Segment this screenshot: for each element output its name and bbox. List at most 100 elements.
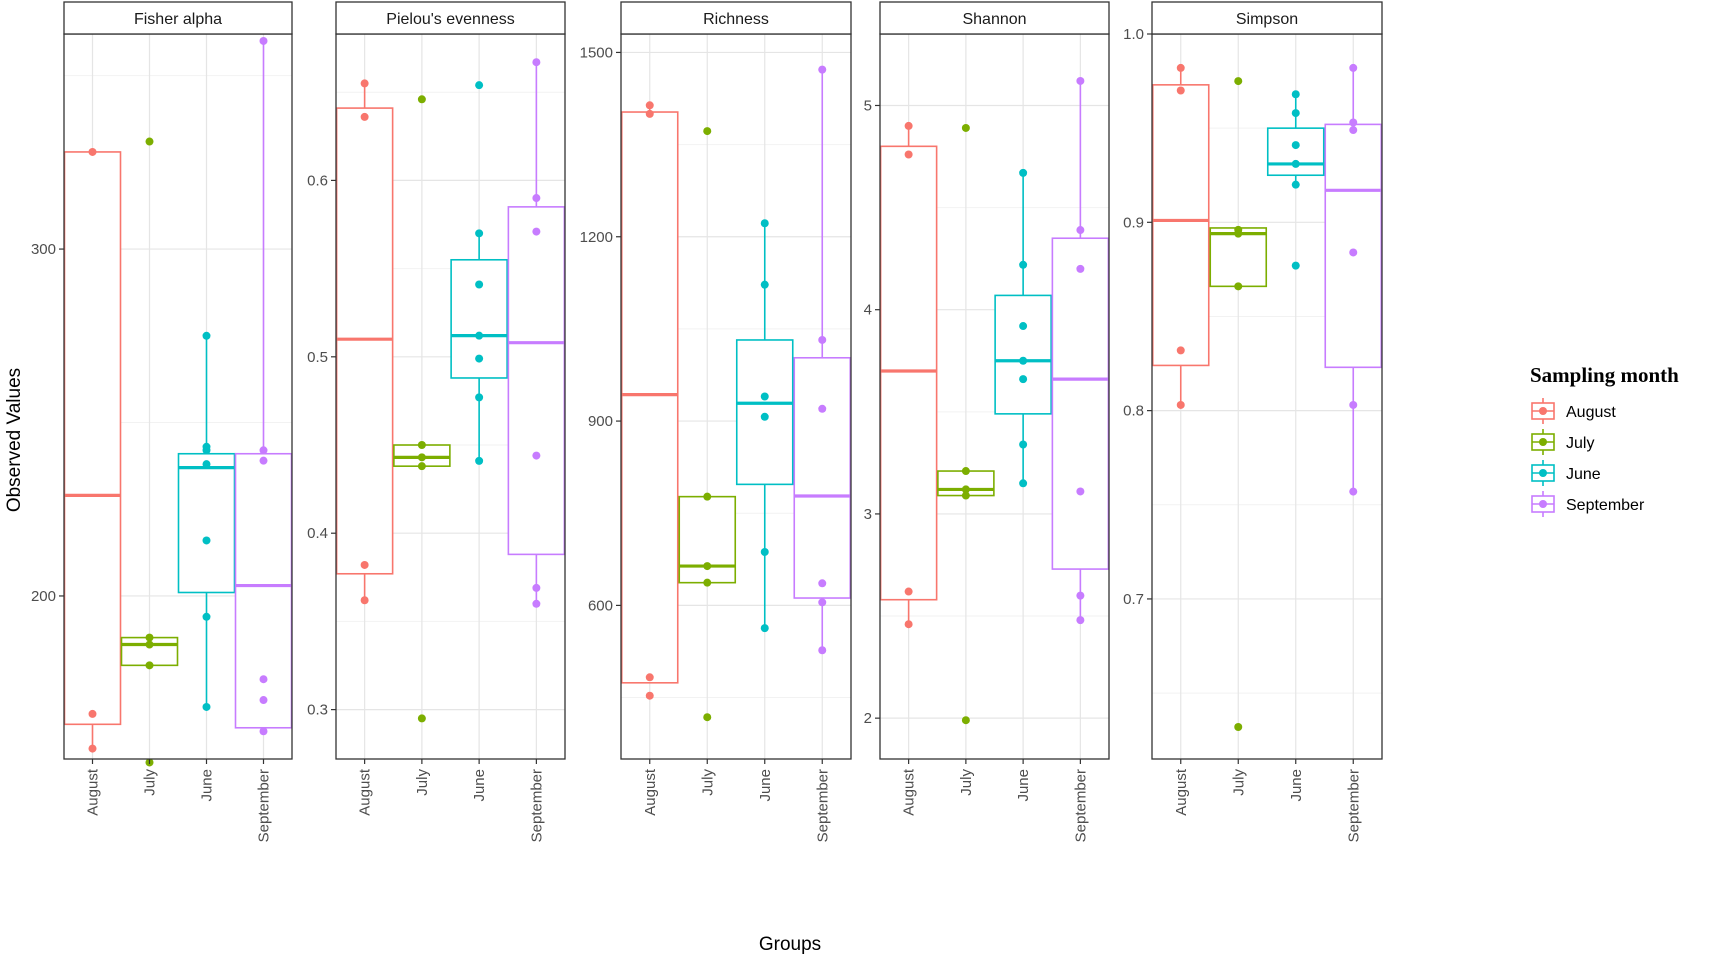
- y-tick-label: 1.0: [1123, 26, 1144, 43]
- data-point: [1019, 479, 1028, 488]
- data-point: [532, 583, 541, 592]
- data-point: [475, 81, 484, 90]
- data-point: [532, 451, 541, 460]
- legend-entry-august: August: [1531, 398, 1616, 424]
- y-tick-label: 3: [864, 506, 872, 523]
- data-point: [259, 696, 268, 705]
- data-point: [645, 101, 654, 110]
- box-july: [393, 95, 451, 723]
- box-body: [507, 206, 566, 556]
- data-point: [259, 727, 268, 736]
- y-tick-label: 0.8: [1123, 403, 1144, 420]
- data-point: [1234, 77, 1243, 86]
- x-tick-label-june: June: [757, 769, 774, 802]
- data-point: [1349, 63, 1358, 72]
- legend: Sampling month August July June September: [1530, 363, 1679, 517]
- data-point: [145, 633, 154, 642]
- data-point: [202, 442, 211, 451]
- legend-keys: August July June September: [1531, 398, 1645, 517]
- legend-title: Sampling month: [1530, 363, 1679, 387]
- panel-title-simpson: Simpson: [1236, 11, 1298, 28]
- x-tick-label-june: June: [1015, 769, 1032, 802]
- data-point: [202, 612, 211, 621]
- data-point: [645, 109, 654, 118]
- data-point: [1076, 264, 1085, 273]
- box-august: [335, 79, 394, 605]
- box-body: [1151, 84, 1210, 367]
- box-body: [879, 145, 938, 601]
- data-point: [818, 404, 827, 413]
- panel-simpson: Simpson 0.7 0.8 0.9 1.0 August July June Septemb…: [1123, 1, 1383, 842]
- panel-title-pielou-s-evenness: Pielou's evenness: [386, 11, 514, 28]
- box-august: [620, 101, 679, 700]
- panel-shannon: Shannon 2 3 4 5 August July June September: [864, 1, 1110, 842]
- x-tick-label-august: August: [85, 768, 102, 816]
- box-body: [234, 452, 293, 729]
- data-point: [1019, 356, 1028, 365]
- data-point: [417, 462, 426, 471]
- y-tick-label: 0.3: [307, 702, 328, 719]
- data-point: [202, 536, 211, 545]
- y-tick-label: 0.6: [307, 172, 328, 189]
- data-point: [760, 392, 769, 401]
- data-point: [259, 456, 268, 465]
- data-point: [1291, 261, 1300, 270]
- data-point: [360, 112, 369, 121]
- box-july: [937, 123, 995, 725]
- y-tick-label: 300: [31, 241, 56, 258]
- data-point: [961, 491, 970, 500]
- data-point: [360, 560, 369, 569]
- data-point: [1076, 76, 1085, 85]
- data-point: [703, 492, 712, 501]
- box-june: [450, 81, 508, 465]
- x-tick-label-june: June: [199, 769, 216, 802]
- x-tick-label-august: August: [357, 768, 374, 816]
- x-tick-label-september: September: [528, 769, 545, 842]
- facet-panels: Fisher alpha 200 300 August July June Septembe…: [31, 1, 1383, 842]
- data-point: [532, 599, 541, 608]
- y-tick-label: 5: [864, 97, 872, 114]
- data-point: [475, 393, 484, 402]
- box-june: [177, 331, 236, 711]
- data-point: [760, 624, 769, 633]
- data-point: [961, 716, 970, 725]
- data-point: [145, 661, 154, 670]
- y-tick-label: 1500: [580, 44, 613, 61]
- box-body: [120, 636, 179, 667]
- x-tick-label-july: July: [699, 769, 716, 796]
- panel-strip: [335, 1, 566, 35]
- y-tick-label: 600: [588, 597, 613, 614]
- box-body: [177, 452, 236, 594]
- y-tick-label: 0.5: [307, 349, 328, 366]
- y-tick-label: 200: [31, 588, 56, 605]
- data-point: [645, 691, 654, 700]
- data-point: [645, 673, 654, 682]
- x-tick-label-september: September: [814, 769, 831, 842]
- data-point: [1291, 180, 1300, 189]
- data-point: [1349, 126, 1358, 135]
- data-point: [703, 127, 712, 136]
- data-point: [1176, 86, 1185, 95]
- x-tick-label-august: August: [642, 768, 659, 816]
- box-body: [335, 107, 394, 575]
- box-june: [994, 168, 1052, 488]
- data-point: [760, 412, 769, 421]
- data-point: [961, 485, 970, 494]
- data-point: [818, 579, 827, 588]
- data-point: [760, 280, 769, 289]
- legend-key-point: [1539, 407, 1547, 415]
- data-point: [1291, 90, 1300, 99]
- data-point: [961, 123, 970, 132]
- data-point: [760, 219, 769, 228]
- y-tick-label: 2: [864, 710, 872, 727]
- data-point: [1019, 375, 1028, 384]
- box-body: [1051, 237, 1110, 570]
- y-tick-label: 0.9: [1123, 214, 1144, 231]
- data-point: [1234, 225, 1243, 234]
- legend-entry-july: July: [1531, 429, 1594, 455]
- box-body: [63, 151, 122, 726]
- box-body: [793, 356, 852, 599]
- x-tick-label-july: July: [414, 769, 431, 796]
- box-june: [735, 219, 794, 633]
